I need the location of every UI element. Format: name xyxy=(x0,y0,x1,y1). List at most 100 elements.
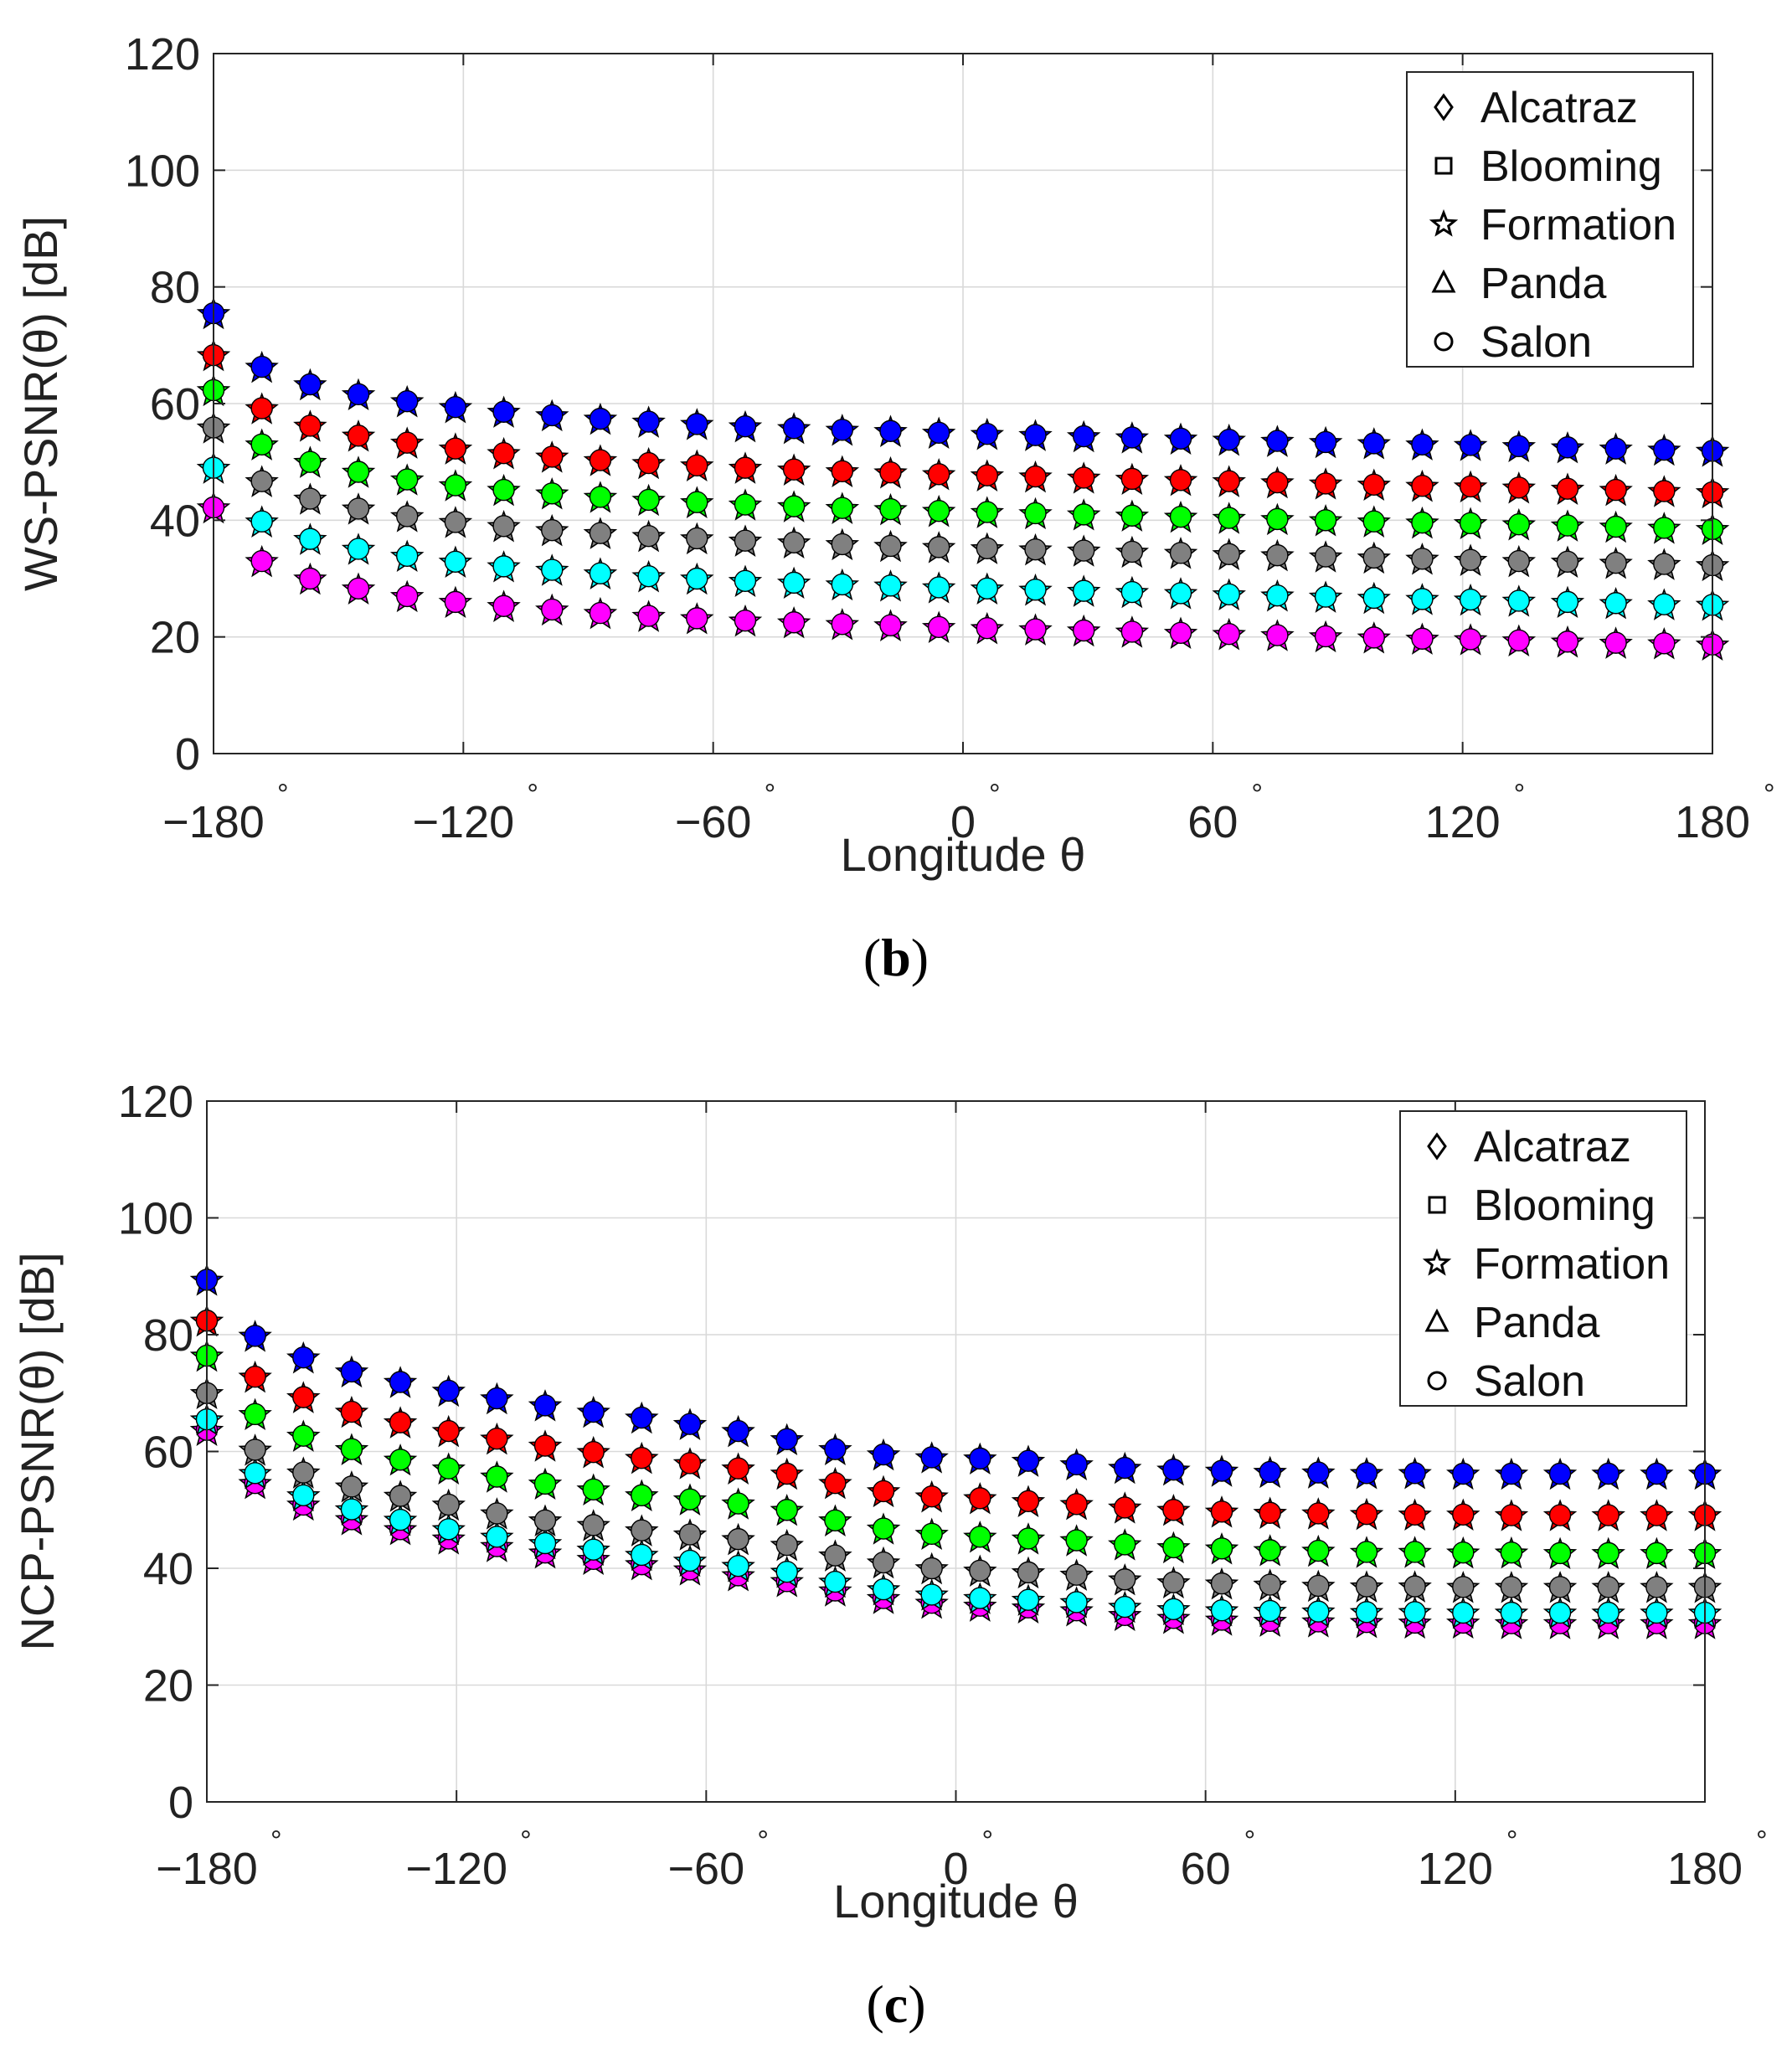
data-point xyxy=(631,446,666,480)
data-points xyxy=(196,296,1730,661)
point-circle-marker xyxy=(1162,1598,1185,1621)
point-circle-marker xyxy=(533,1531,557,1555)
point-circle-marker xyxy=(920,1583,943,1606)
point-circle-marker xyxy=(1452,1541,1475,1564)
data-point xyxy=(631,405,666,438)
point-circle-marker xyxy=(831,497,854,519)
data-point xyxy=(680,602,714,635)
point-circle-marker xyxy=(1507,629,1530,652)
point-circle-marker xyxy=(1653,438,1676,461)
point-circle-marker xyxy=(486,1526,508,1548)
data-point xyxy=(1640,1457,1674,1490)
point-circle-marker xyxy=(831,460,854,483)
x-tick-label: −60 xyxy=(668,1844,745,1894)
point-circle-marker xyxy=(927,463,950,486)
data-point xyxy=(631,483,666,517)
point-circle-marker xyxy=(1162,1499,1185,1521)
data-point xyxy=(576,1435,610,1469)
data-point xyxy=(1405,583,1439,615)
point-circle-marker xyxy=(1604,551,1627,574)
point-circle-marker xyxy=(734,609,757,632)
data-point xyxy=(1204,1567,1239,1600)
data-point xyxy=(1550,472,1585,505)
point-circle-marker xyxy=(1259,1539,1281,1562)
data-point xyxy=(921,494,956,528)
data-point xyxy=(1446,1457,1480,1490)
point-circle-marker xyxy=(1500,1541,1523,1564)
y-tick-label: 40 xyxy=(150,496,200,546)
data-point xyxy=(1398,1457,1432,1490)
data-point xyxy=(487,550,521,583)
data-point xyxy=(1253,1534,1287,1567)
point-circle-marker xyxy=(437,1379,460,1402)
data-point xyxy=(480,1497,514,1530)
data-point xyxy=(1108,1590,1142,1624)
point-circle-marker xyxy=(1597,1504,1619,1526)
point-circle-marker xyxy=(637,605,660,627)
data-point xyxy=(431,1452,466,1485)
data-point xyxy=(672,1408,708,1440)
data-point xyxy=(535,513,569,547)
data-point xyxy=(1066,461,1101,494)
point-circle-marker xyxy=(533,1394,557,1417)
data-point xyxy=(818,1466,852,1500)
triangle-icon xyxy=(1431,269,1456,293)
legend-label: Formation xyxy=(1480,201,1676,250)
data-point xyxy=(1405,469,1439,502)
point-circle-marker xyxy=(1162,1458,1185,1481)
y-tick-label: 100 xyxy=(118,1194,193,1244)
data-point xyxy=(963,1521,997,1553)
data-point xyxy=(487,395,521,428)
point-circle-marker xyxy=(347,383,370,406)
point-circle-marker xyxy=(1556,630,1579,653)
data-point xyxy=(1163,464,1198,497)
data-point xyxy=(1163,577,1198,610)
data-point xyxy=(1453,507,1488,540)
point-circle-marker xyxy=(1218,428,1240,451)
square-icon xyxy=(1434,157,1453,175)
point-circle-marker xyxy=(1169,542,1192,564)
data-point xyxy=(921,531,956,564)
point-circle-marker xyxy=(775,1560,798,1583)
x-tick-label: 120 xyxy=(1418,1844,1493,1894)
data-point xyxy=(1501,471,1537,504)
point-circle-marker xyxy=(782,417,806,440)
series-0 xyxy=(189,1264,1722,1490)
data-point xyxy=(963,1482,997,1515)
point-circle-marker xyxy=(920,1522,943,1546)
point-circle-marker xyxy=(1072,503,1095,526)
point-circle-marker xyxy=(872,1517,895,1540)
point-circle-marker xyxy=(782,495,806,517)
diamond-icon xyxy=(1434,93,1454,121)
point-circle-marker xyxy=(1307,1539,1330,1562)
y-tick-label: 20 xyxy=(143,1661,193,1711)
point-circle-marker xyxy=(582,1514,605,1536)
data-point xyxy=(1599,473,1633,507)
point-circle-marker xyxy=(1653,480,1676,502)
data-point xyxy=(818,1433,852,1465)
data-point xyxy=(438,432,473,465)
point-circle-marker xyxy=(1507,476,1530,499)
point-circle-marker xyxy=(1355,1462,1378,1485)
data-point xyxy=(1253,1594,1287,1628)
data-point xyxy=(245,392,279,425)
point-circle-marker xyxy=(1114,1595,1136,1619)
data-point xyxy=(383,1503,418,1536)
data-point xyxy=(293,562,327,595)
point-circle-marker xyxy=(1266,584,1289,607)
data-point xyxy=(721,1549,755,1583)
point-circle-marker xyxy=(1556,590,1579,614)
point-circle-marker xyxy=(437,1518,460,1541)
point-circle-marker xyxy=(1403,1462,1426,1485)
legend-label: Salon xyxy=(1474,1357,1585,1406)
data-point xyxy=(1156,1531,1191,1564)
point-circle-marker xyxy=(1500,1462,1523,1485)
data-point xyxy=(1591,1457,1625,1490)
series-4 xyxy=(189,1402,1722,1629)
point-circle-marker xyxy=(678,1413,702,1435)
point-circle-marker xyxy=(1604,631,1627,654)
caption-close-paren: ) xyxy=(908,1974,925,2034)
point-circle-marker xyxy=(1507,549,1530,573)
data-point xyxy=(1115,462,1150,496)
data-point xyxy=(1115,615,1150,648)
